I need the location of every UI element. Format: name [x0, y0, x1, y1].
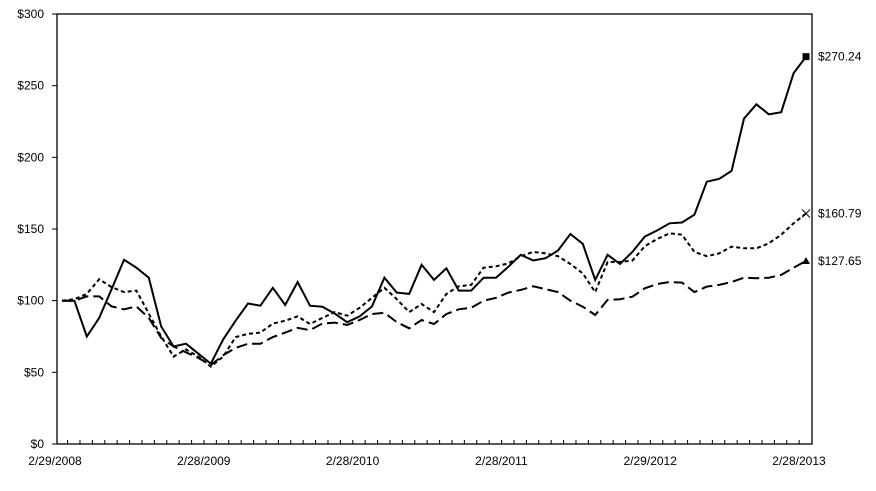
- end-value-label: $160.79: [818, 207, 862, 221]
- end-value-label: $127.65: [818, 254, 862, 268]
- series-line-0: [62, 56, 807, 366]
- plot-frame: [56, 13, 813, 445]
- y-tick-label: $300: [17, 7, 44, 21]
- x-tick-label: 2/28/2010: [326, 454, 380, 468]
- x-tick-label: 2/29/2008: [28, 454, 82, 468]
- x-tick-label: 2/28/2011: [475, 454, 528, 468]
- x-marker-stroke: [801, 209, 811, 218]
- axes: [56, 13, 813, 445]
- x-tick-label: 2/29/2012: [624, 454, 678, 468]
- triangle-marker: [802, 257, 810, 265]
- y-tick-label: $150: [17, 222, 44, 236]
- x-tick-label: 2/28/2009: [177, 454, 231, 468]
- x-marker: [801, 209, 811, 218]
- series-lines: [61, 53, 811, 368]
- y-tick-label: $100: [17, 294, 44, 308]
- series-line-2: [62, 260, 807, 367]
- square-marker: [802, 53, 810, 61]
- series-line-1: [61, 212, 807, 368]
- y-tick-label: $250: [17, 79, 44, 93]
- y-tick-label: $0: [31, 437, 45, 451]
- y-axis-ticks: $0 $50 $100 $150 $200 $250 $300: [17, 7, 57, 451]
- y-tick-label: $50: [24, 365, 44, 379]
- end-value-label: $270.24: [818, 50, 862, 64]
- end-labels: $270.24 $160.79 $127.65: [818, 50, 862, 268]
- y-tick-label: $200: [17, 150, 44, 164]
- x-axis-ticks: 2/29/2008 2/28/2009 2/28/2010 2/28/2011 2/29…: [28, 440, 826, 468]
- x-tick-label: 2/28/2013: [772, 454, 826, 468]
